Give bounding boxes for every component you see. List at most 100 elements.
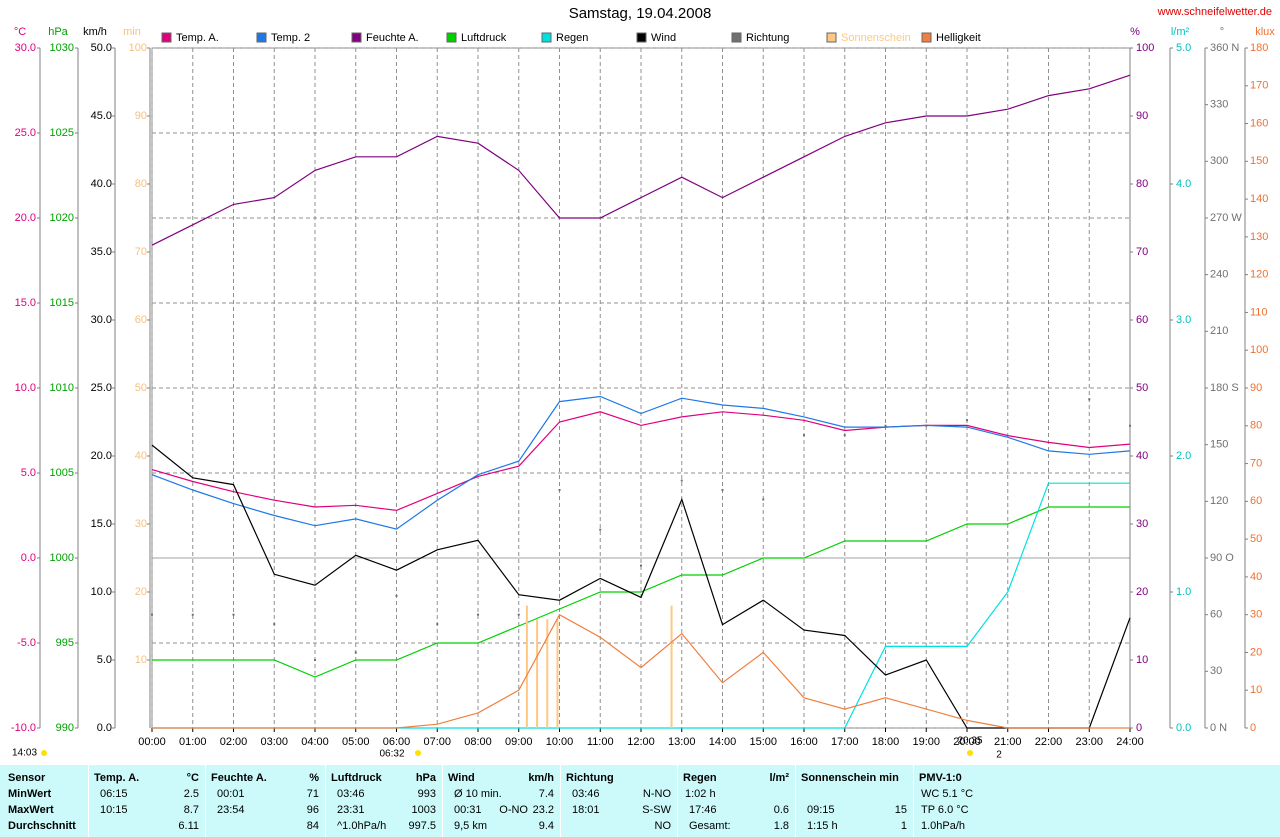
y-tick-label: 30 <box>135 518 147 530</box>
cell: Ø 10 min. <box>454 788 502 800</box>
group-title: Temp. A. <box>94 772 140 784</box>
cell: 71 <box>306 788 319 800</box>
x-tick-label: 04:00 <box>301 736 329 748</box>
legend-label: Helligkeit <box>936 32 981 44</box>
y-tick-label: 0.0 <box>97 722 112 734</box>
y-tick-label: 5.0 <box>21 467 36 479</box>
group-unit: hPa <box>415 772 436 784</box>
cell: 10:15 <box>100 804 128 816</box>
y-tick-label: 5.0 <box>97 654 112 666</box>
cell: N-NO <box>642 788 671 800</box>
column-separator <box>795 765 796 837</box>
column-separator <box>913 765 914 837</box>
legend-swatch <box>826 32 837 43</box>
annotation: 06:32 <box>379 749 404 760</box>
x-tick-label: 23:00 <box>1075 736 1103 748</box>
y-tick-label: 60 <box>1250 495 1262 507</box>
column-separator <box>677 765 678 837</box>
column-separator <box>205 765 206 837</box>
y-tick-label: 15.0 <box>91 518 112 530</box>
cell: 03:46 <box>572 788 600 800</box>
y-tick-label: 0 N <box>1210 722 1227 734</box>
y-tick-label: 1.0 <box>1176 586 1191 598</box>
x-tick-label: 02:00 <box>220 736 248 748</box>
column-separator <box>325 765 326 837</box>
axis-unit: km/h <box>83 26 107 38</box>
legend-swatch <box>161 32 172 43</box>
y-tick-label: 70 <box>1250 457 1262 469</box>
cell: 23.2 <box>532 804 554 816</box>
legend-label: Wind <box>651 32 676 44</box>
chart: Samstag, 19.04.2008 www.schneifelwetter.… <box>11 5 1275 761</box>
row-label: MinWert <box>8 788 52 800</box>
axis-unit: klux <box>1255 26 1275 38</box>
legend-label: Richtung <box>746 32 789 44</box>
cell: TP 6.0 °C <box>921 804 969 816</box>
sunshine-bar <box>556 619 559 728</box>
y-tick-label: 80 <box>1250 420 1262 432</box>
sunshine-bar <box>525 605 528 728</box>
y-tick-label: 3.0 <box>1176 314 1191 326</box>
legend-label: Feuchte A. <box>366 32 419 44</box>
x-tick-label: 05:00 <box>342 736 370 748</box>
direction-dot <box>966 419 968 422</box>
y-tick-label: 80 <box>1136 178 1148 190</box>
cell: 00:31 <box>454 804 482 816</box>
direction-dot <box>762 498 765 501</box>
x-tick-label: 03:00 <box>260 736 288 748</box>
y-tick-label: 90 <box>1250 382 1262 394</box>
direction-dot <box>803 434 805 437</box>
direction-dot <box>314 659 316 661</box>
cell: 8.7 <box>183 804 199 816</box>
y-tick-label: 120 <box>1250 269 1268 281</box>
y-tick-label: 210 <box>1210 325 1228 337</box>
series-line <box>151 395 1131 530</box>
sun-icon <box>967 750 973 756</box>
direction-dot <box>884 424 887 427</box>
y-tick-label: 240 <box>1210 269 1228 281</box>
legend-swatch <box>921 32 932 43</box>
y-tick-label: 5.0 <box>1176 42 1191 54</box>
y-tick-label: 40 <box>1136 450 1148 462</box>
group-unit: % <box>309 772 319 784</box>
x-tick-label: 11:00 <box>587 736 614 748</box>
y-tick-label: 120 <box>1210 495 1228 507</box>
legend-label: Temp. 2 <box>271 32 310 44</box>
cell: S-SW <box>642 804 671 816</box>
y-tick-label: 330 <box>1210 99 1228 111</box>
sunshine-bar <box>536 619 539 728</box>
y-tick-label: 20 <box>135 586 147 598</box>
cell: 84 <box>306 820 319 832</box>
y-tick-label: 40 <box>135 450 147 462</box>
cell: 23:54 <box>217 804 245 816</box>
sunshine-bar <box>546 619 549 728</box>
legend-swatch <box>636 32 647 43</box>
x-tick-label: 18:00 <box>872 736 900 748</box>
annotation: 2 <box>996 750 1002 761</box>
cell: O-NO <box>499 804 528 816</box>
y-tick-label: 20.0 <box>15 212 36 224</box>
series-line <box>151 411 1131 512</box>
x-tick-label: 12:00 <box>627 736 655 748</box>
y-tick-label: 360 N <box>1210 42 1239 54</box>
group-title: Richtung <box>566 772 614 784</box>
y-tick-label: 1020 <box>50 212 74 224</box>
series-line <box>152 613 1130 729</box>
sun-icon <box>41 750 47 756</box>
y-tick-label: 0.0 <box>21 552 36 564</box>
y-tick-label: 1015 <box>50 297 74 309</box>
direction-dot <box>721 489 724 491</box>
direction-dot <box>436 623 439 626</box>
x-tick-label: 21:00 <box>994 736 1022 748</box>
y-tick-label: 0 <box>1136 722 1142 734</box>
x-tick-label: 06:00 <box>383 736 411 748</box>
sun-icon <box>415 750 421 756</box>
axis-unit: hPa <box>48 26 68 38</box>
axis-unit: l/m² <box>1171 26 1190 38</box>
y-tick-label: 1025 <box>50 127 74 139</box>
cell: WC 5.1 °C <box>921 788 974 800</box>
source: www.schneifelwetter.de <box>1157 6 1272 18</box>
cell: 1:02 h <box>685 788 716 800</box>
x-tick-label: 08:00 <box>464 736 492 748</box>
